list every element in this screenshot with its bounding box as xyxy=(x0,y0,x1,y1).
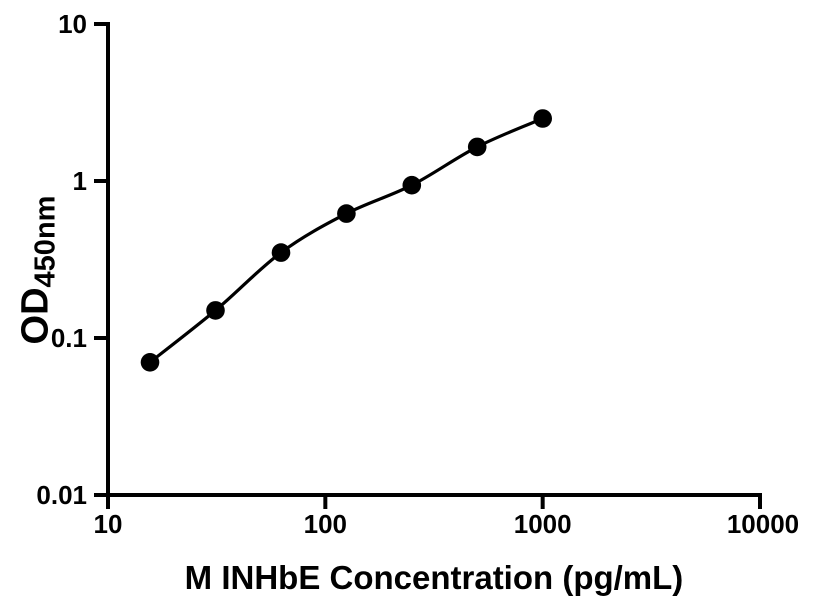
y-tick-label: 0.01 xyxy=(36,480,87,510)
y-axis-title: OD450nm xyxy=(14,196,62,345)
data-point xyxy=(337,204,356,223)
data-point xyxy=(271,243,291,262)
data-point xyxy=(467,137,487,157)
y-tick-label: 10 xyxy=(58,9,87,39)
x-tick-label: 1000 xyxy=(514,509,572,539)
x-axis-title: M INHbE Concentration (pg/mL) xyxy=(184,559,684,596)
y-axis-title-subscript: 450nm xyxy=(29,195,62,288)
data-point xyxy=(533,109,552,128)
y-axis-title-main: OD xyxy=(14,287,57,345)
x-tick-label: 10000 xyxy=(727,509,799,539)
fit-curve xyxy=(149,117,544,364)
y-tick-label: 0.1 xyxy=(51,323,87,353)
data-point xyxy=(402,175,422,195)
data-point xyxy=(140,353,160,372)
x-tick-label: 100 xyxy=(304,509,347,539)
data-point xyxy=(206,301,225,320)
y-tick-label: 1 xyxy=(73,166,87,196)
x-tick-label: 10 xyxy=(94,509,123,539)
